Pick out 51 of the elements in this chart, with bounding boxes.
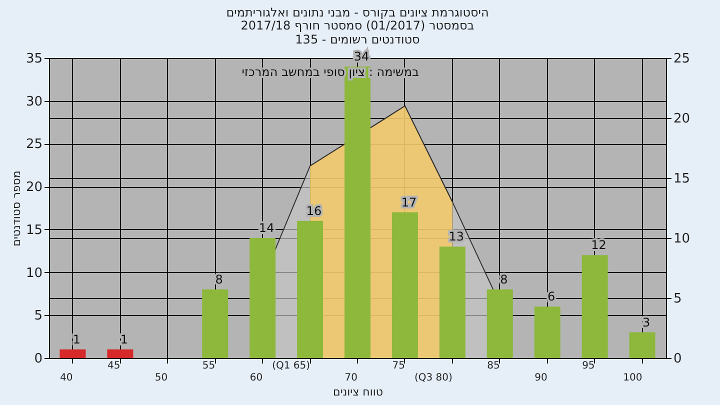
x-tick-label: 45 [107,360,120,372]
data-label: 1 [120,332,128,346]
y2-tick-label: 15 [674,172,690,186]
y-tick-label: 10 [26,266,42,281]
y2-tick-label: 20 [674,112,690,126]
data-label: 8 [500,272,508,286]
data-label: 13 [448,230,464,244]
x-tick-label: 60 [250,372,263,384]
x-tick-label: 40 [60,372,73,384]
x-tick-label: 70 [344,372,358,384]
data-label: 3 [642,315,650,330]
bar [582,255,608,358]
y-tick-label: 30 [26,94,42,110]
bar [297,220,324,358]
bar [629,332,656,358]
y-tick-label: 25 [26,137,42,152]
x-tick-label: (Q3 80) [414,372,453,384]
bar [202,289,228,358]
bar [344,66,370,358]
data-label: 8 [215,272,223,286]
data-label: 1 [72,332,81,346]
y-tick-label: 5 [34,308,42,324]
chart-title: היסטוגרמת ציונים בקורס - מבני נתונים ואלגוריתמים [226,6,489,20]
y-tick-label: 20 [26,180,42,196]
data-label: 17 [401,195,417,210]
x-tick-label: 95 [582,360,595,372]
data-label: 16 [306,204,322,218]
y2-tick-label: 0 [674,352,682,366]
bar [107,349,134,358]
x-tick-label: 85 [487,360,500,372]
y2-tick-label: 5 [674,292,682,306]
x-tick-label: 90 [534,372,548,384]
bar [486,289,513,358]
x-tick-label: (Q1 65) [272,360,310,372]
bar [250,238,276,358]
bar [439,246,466,358]
bar [392,212,418,358]
x-tick-label: 50 [154,372,168,384]
y-tick-label: 15 [26,222,42,238]
chart-subtitle: בסמסטר (01/2017) סמסטר חורף 2017/18 סטודנטים רשומים - 135 [240,18,474,47]
y2-tick-label: 25 [674,52,690,66]
x-tick-label: 100 [623,372,642,384]
x-tick-label: 75 [392,360,405,372]
y2-tick-label: 10 [674,232,690,246]
bar [534,306,560,358]
x-tick-label: 55 [202,360,216,372]
y-axis-title: מספר סטודנטים [10,170,23,246]
x-axis-title: טווח ציונים [333,386,383,398]
bar [60,349,86,358]
y-tick-label: 35 [26,52,42,66]
y-tick-label: 0 [34,352,42,366]
